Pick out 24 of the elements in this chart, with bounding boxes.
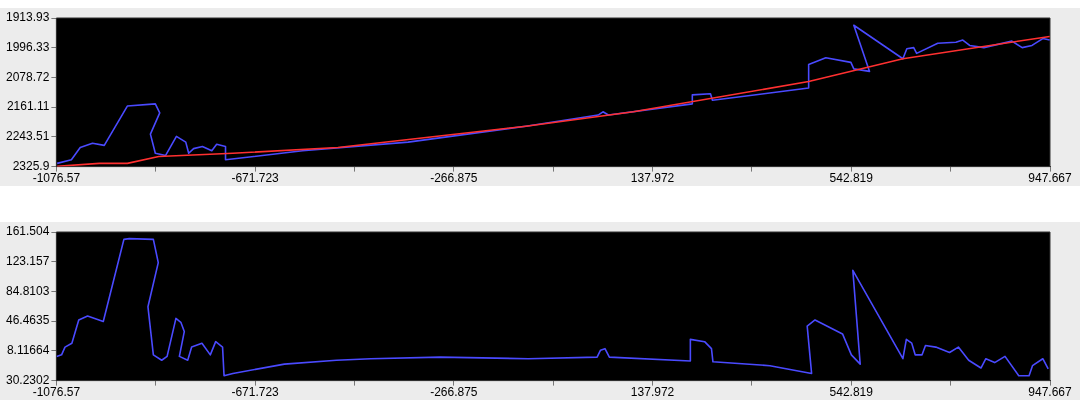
y-tick-label: 2243.51	[5, 129, 50, 144]
x-tick-label: -671.723	[231, 385, 280, 400]
y-tick-label: 123.157	[5, 254, 50, 269]
x-tick-label: 542.819	[829, 171, 874, 186]
y-tick-label: 30.2302	[5, 372, 50, 387]
x-tick-label: 947.667	[1028, 385, 1073, 400]
y-tick-label: 84.8103	[5, 283, 50, 298]
x-tick-label: -671.723	[231, 171, 280, 186]
x-tick-label: 137.972	[630, 171, 675, 186]
y-tick-label: 161.504	[5, 224, 50, 239]
y-tick-label: 2161.11	[6, 99, 50, 114]
y-tick-label: 2078.72	[5, 69, 50, 84]
x-tick-label: 137.972	[630, 385, 675, 400]
y-tick-label: 2325.9	[12, 158, 50, 173]
x-tick-label: -1076.57	[32, 385, 81, 400]
y-tick-label: 8.11664	[6, 343, 50, 358]
y-tick-label: 1996.33	[5, 40, 50, 55]
x-tick-label: -266.875	[430, 171, 478, 186]
x-tick-label: -1076.57	[32, 171, 81, 186]
x-tick-label: -266.875	[430, 385, 478, 400]
x-tick-label: 542.819	[829, 385, 874, 400]
x-tick-label: 947.667	[1028, 171, 1073, 186]
y-tick-label: 46.4635	[5, 313, 50, 328]
y-tick-label: 1913.93	[5, 10, 50, 25]
